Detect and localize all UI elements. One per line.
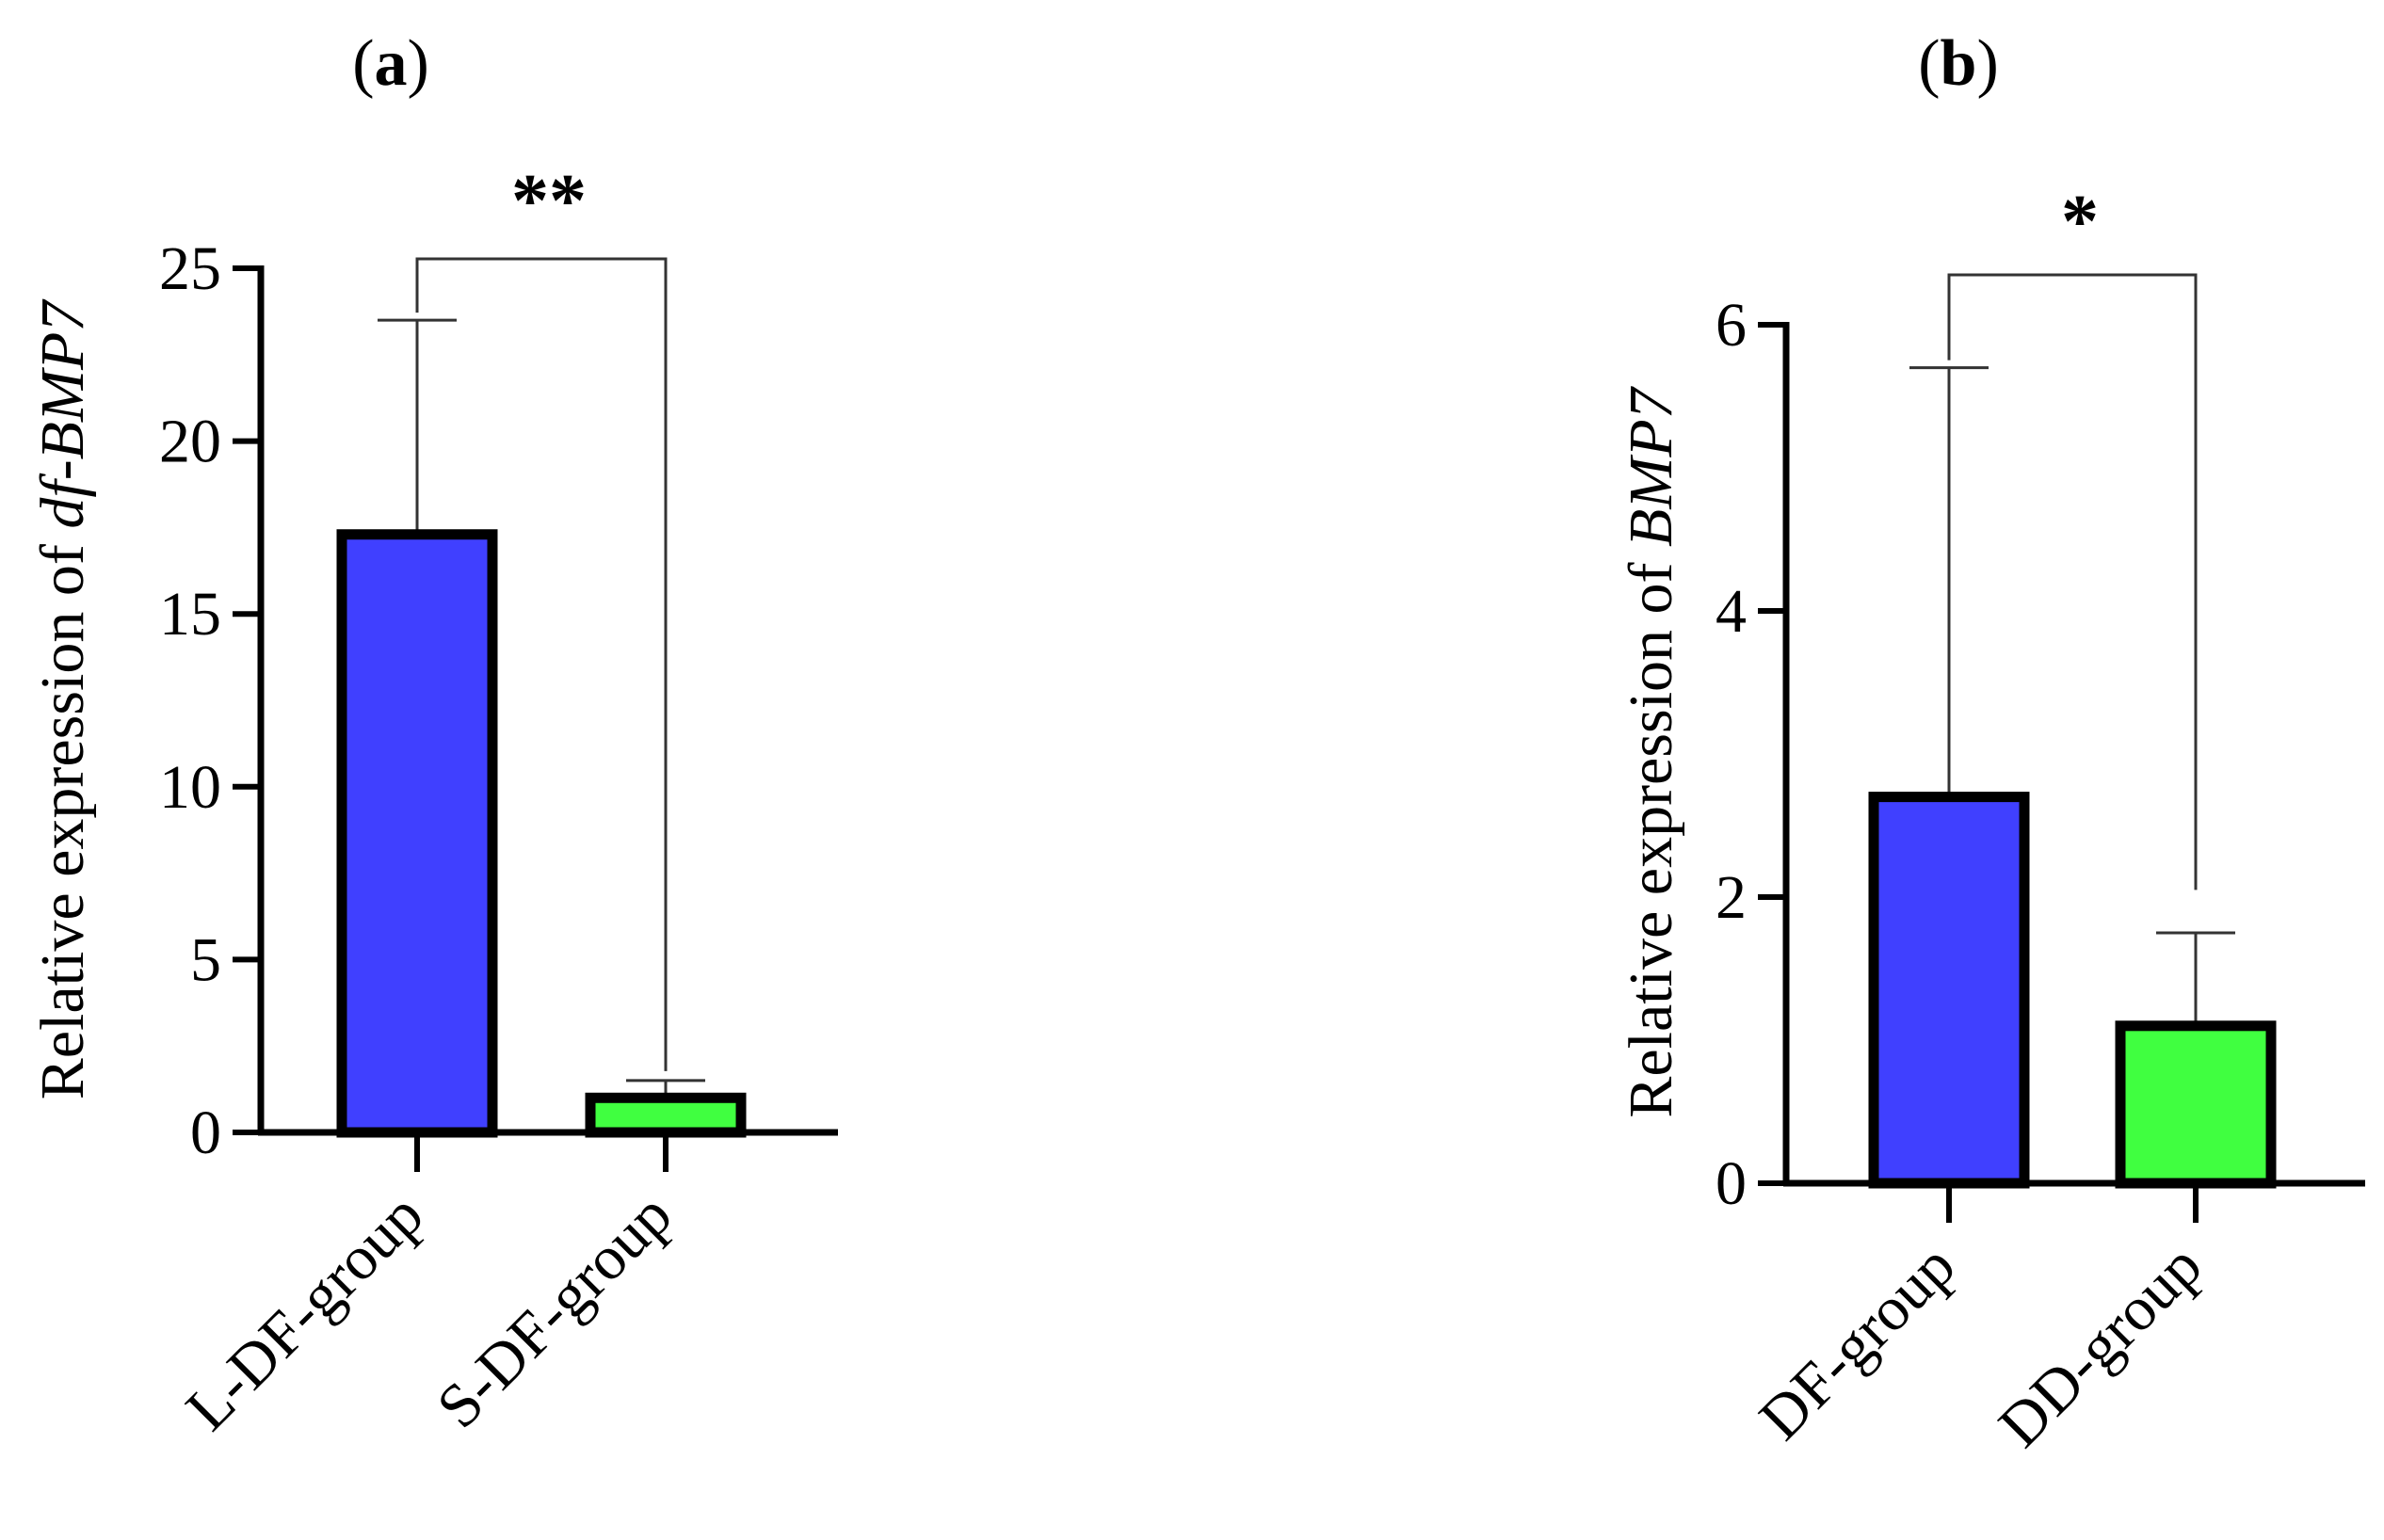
bar-l-df-group bbox=[336, 529, 498, 1138]
panel-label-letter: b bbox=[1941, 27, 1977, 100]
y-tick-label: 20 bbox=[159, 408, 221, 476]
significance-label: ** bbox=[511, 160, 587, 243]
panel-label-open-paren: ( bbox=[352, 27, 374, 100]
y-tick-label: 6 bbox=[1716, 291, 1747, 360]
y-axis-label-gene: BMP7 bbox=[1617, 385, 1685, 547]
panel-label-letter: a bbox=[375, 27, 408, 100]
panel-label-close-paren: ) bbox=[408, 27, 429, 100]
significance-bracket bbox=[415, 257, 668, 1071]
y-tick-label: 25 bbox=[159, 234, 221, 303]
y-tick-label: 0 bbox=[1716, 1149, 1747, 1218]
panel-label: (b) bbox=[1918, 27, 1999, 100]
y-axis-label-text: Relative expression of bbox=[28, 529, 97, 1100]
y-tick-label: 0 bbox=[190, 1099, 221, 1167]
panel-label-open-paren: ( bbox=[1918, 27, 1940, 100]
x-category-label: L-DF-group bbox=[173, 1180, 437, 1444]
panel-label: (a) bbox=[352, 27, 429, 100]
x-category-label: DF-group bbox=[1747, 1231, 1969, 1453]
bar-s-df-group bbox=[585, 1092, 747, 1138]
x-category-label: DD-group bbox=[1986, 1231, 2215, 1460]
panel-a: (a) 0 5 10 15 20 25 Relative expression of df-B… bbox=[28, 27, 838, 1444]
bar-dd-group bbox=[2115, 1020, 2277, 1189]
y-tick-label: 4 bbox=[1716, 577, 1747, 646]
y-axis-label-text: Relative expression of bbox=[1617, 547, 1685, 1118]
y-axis-label: Relative expression of BMP7 bbox=[1617, 385, 1685, 1117]
y-tick-label: 15 bbox=[159, 580, 221, 649]
bar-df-group bbox=[1868, 792, 2030, 1189]
y-axis-label-gene: df-BMP7 bbox=[28, 298, 97, 529]
panel-label-close-paren: ) bbox=[1976, 27, 1998, 100]
y-axis-label: Relative expression of df-BMP7 bbox=[28, 298, 97, 1100]
y-tick-label: 2 bbox=[1716, 863, 1747, 932]
y-tick-label: 10 bbox=[159, 753, 221, 822]
x-category-label: S-DF-group bbox=[424, 1180, 685, 1441]
significance-bracket bbox=[1947, 273, 2198, 890]
y-tick-label: 5 bbox=[190, 925, 221, 994]
panel-b: (b) 0 2 4 6 Relative expression of BMP7 DF-gro… bbox=[1617, 27, 2365, 1460]
significance-label: * bbox=[2061, 181, 2099, 264]
